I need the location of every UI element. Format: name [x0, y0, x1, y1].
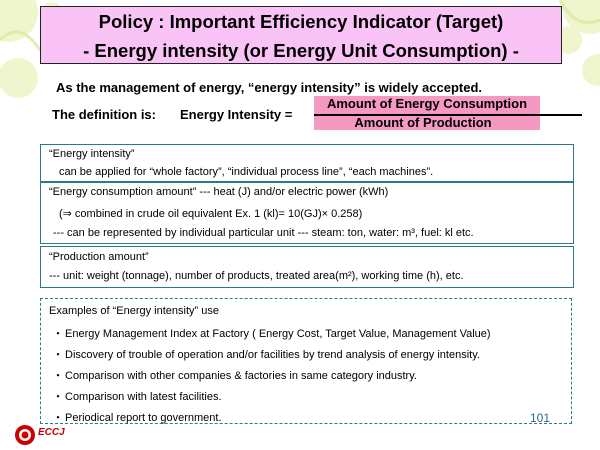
fraction-numerator: Amount of Energy Consumption — [326, 96, 528, 111]
bullet-icon: ・ — [52, 391, 64, 403]
title-box: Policy : Important Efficiency Indicator … — [40, 6, 562, 64]
definition-term: Energy Intensity = — [180, 107, 293, 122]
eccj-logo-icon — [15, 425, 35, 445]
energy-intensity-body: can be applied for “whole factory”, “ind… — [59, 166, 434, 178]
bullet-icon: ・ — [52, 349, 64, 361]
production-amount-body: --- unit: weight (tonnage), number of pr… — [49, 270, 464, 282]
page-number: 101 — [530, 411, 551, 425]
fraction-denominator: Amount of Production — [354, 115, 492, 130]
example-item: ・ Discovery of trouble of operation and/o… — [51, 346, 480, 362]
examples-heading: Examples of “Energy intensity” use — [49, 305, 219, 317]
energy-consumption-box: “Energy consumption amount” --- heat (J)… — [40, 182, 574, 244]
example-item: ・ Comparison with other companies & facto… — [51, 367, 417, 383]
title-line-2: - Energy intensity (or Energy Unit Consu… — [83, 40, 519, 61]
energy-intensity-heading: “Energy intensity” — [49, 148, 135, 160]
production-amount-box: “Production amount” --- unit: weight (to… — [40, 246, 574, 288]
example-item: ・ Comparison with latest facilities. — [51, 388, 222, 404]
title-line-1: Policy : Important Efficiency Indicator … — [98, 11, 504, 32]
energy-consumption-heading: “Energy consumption amount” --- heat (J)… — [49, 186, 389, 198]
bullet-icon: ・ — [52, 328, 64, 340]
bullet-icon: ・ — [52, 370, 64, 382]
example-item: ・ Periodical report to government. — [51, 409, 222, 425]
intro-text: As the management of energy, “energy int… — [56, 80, 482, 95]
energy-consumption-equivalent: (⇒ combined in crude oil equivalent Ex. … — [59, 208, 363, 220]
example-item: ・ Energy Management Index at Factory ( En… — [51, 325, 491, 341]
production-amount-heading: “Production amount” — [49, 251, 149, 263]
energy-intensity-box: “Energy intensity” can be applied for “w… — [40, 144, 574, 182]
examples-box: Examples of “Energy intensity” use ・ Ener… — [40, 298, 572, 424]
definition-label: The definition is: — [52, 107, 156, 122]
logo-text: ECCJ — [38, 427, 65, 438]
energy-consumption-units: --- can be represented by individual par… — [53, 227, 474, 239]
fraction-bar — [314, 114, 582, 116]
bullet-icon: ・ — [52, 412, 64, 424]
fraction-highlight — [314, 96, 540, 130]
